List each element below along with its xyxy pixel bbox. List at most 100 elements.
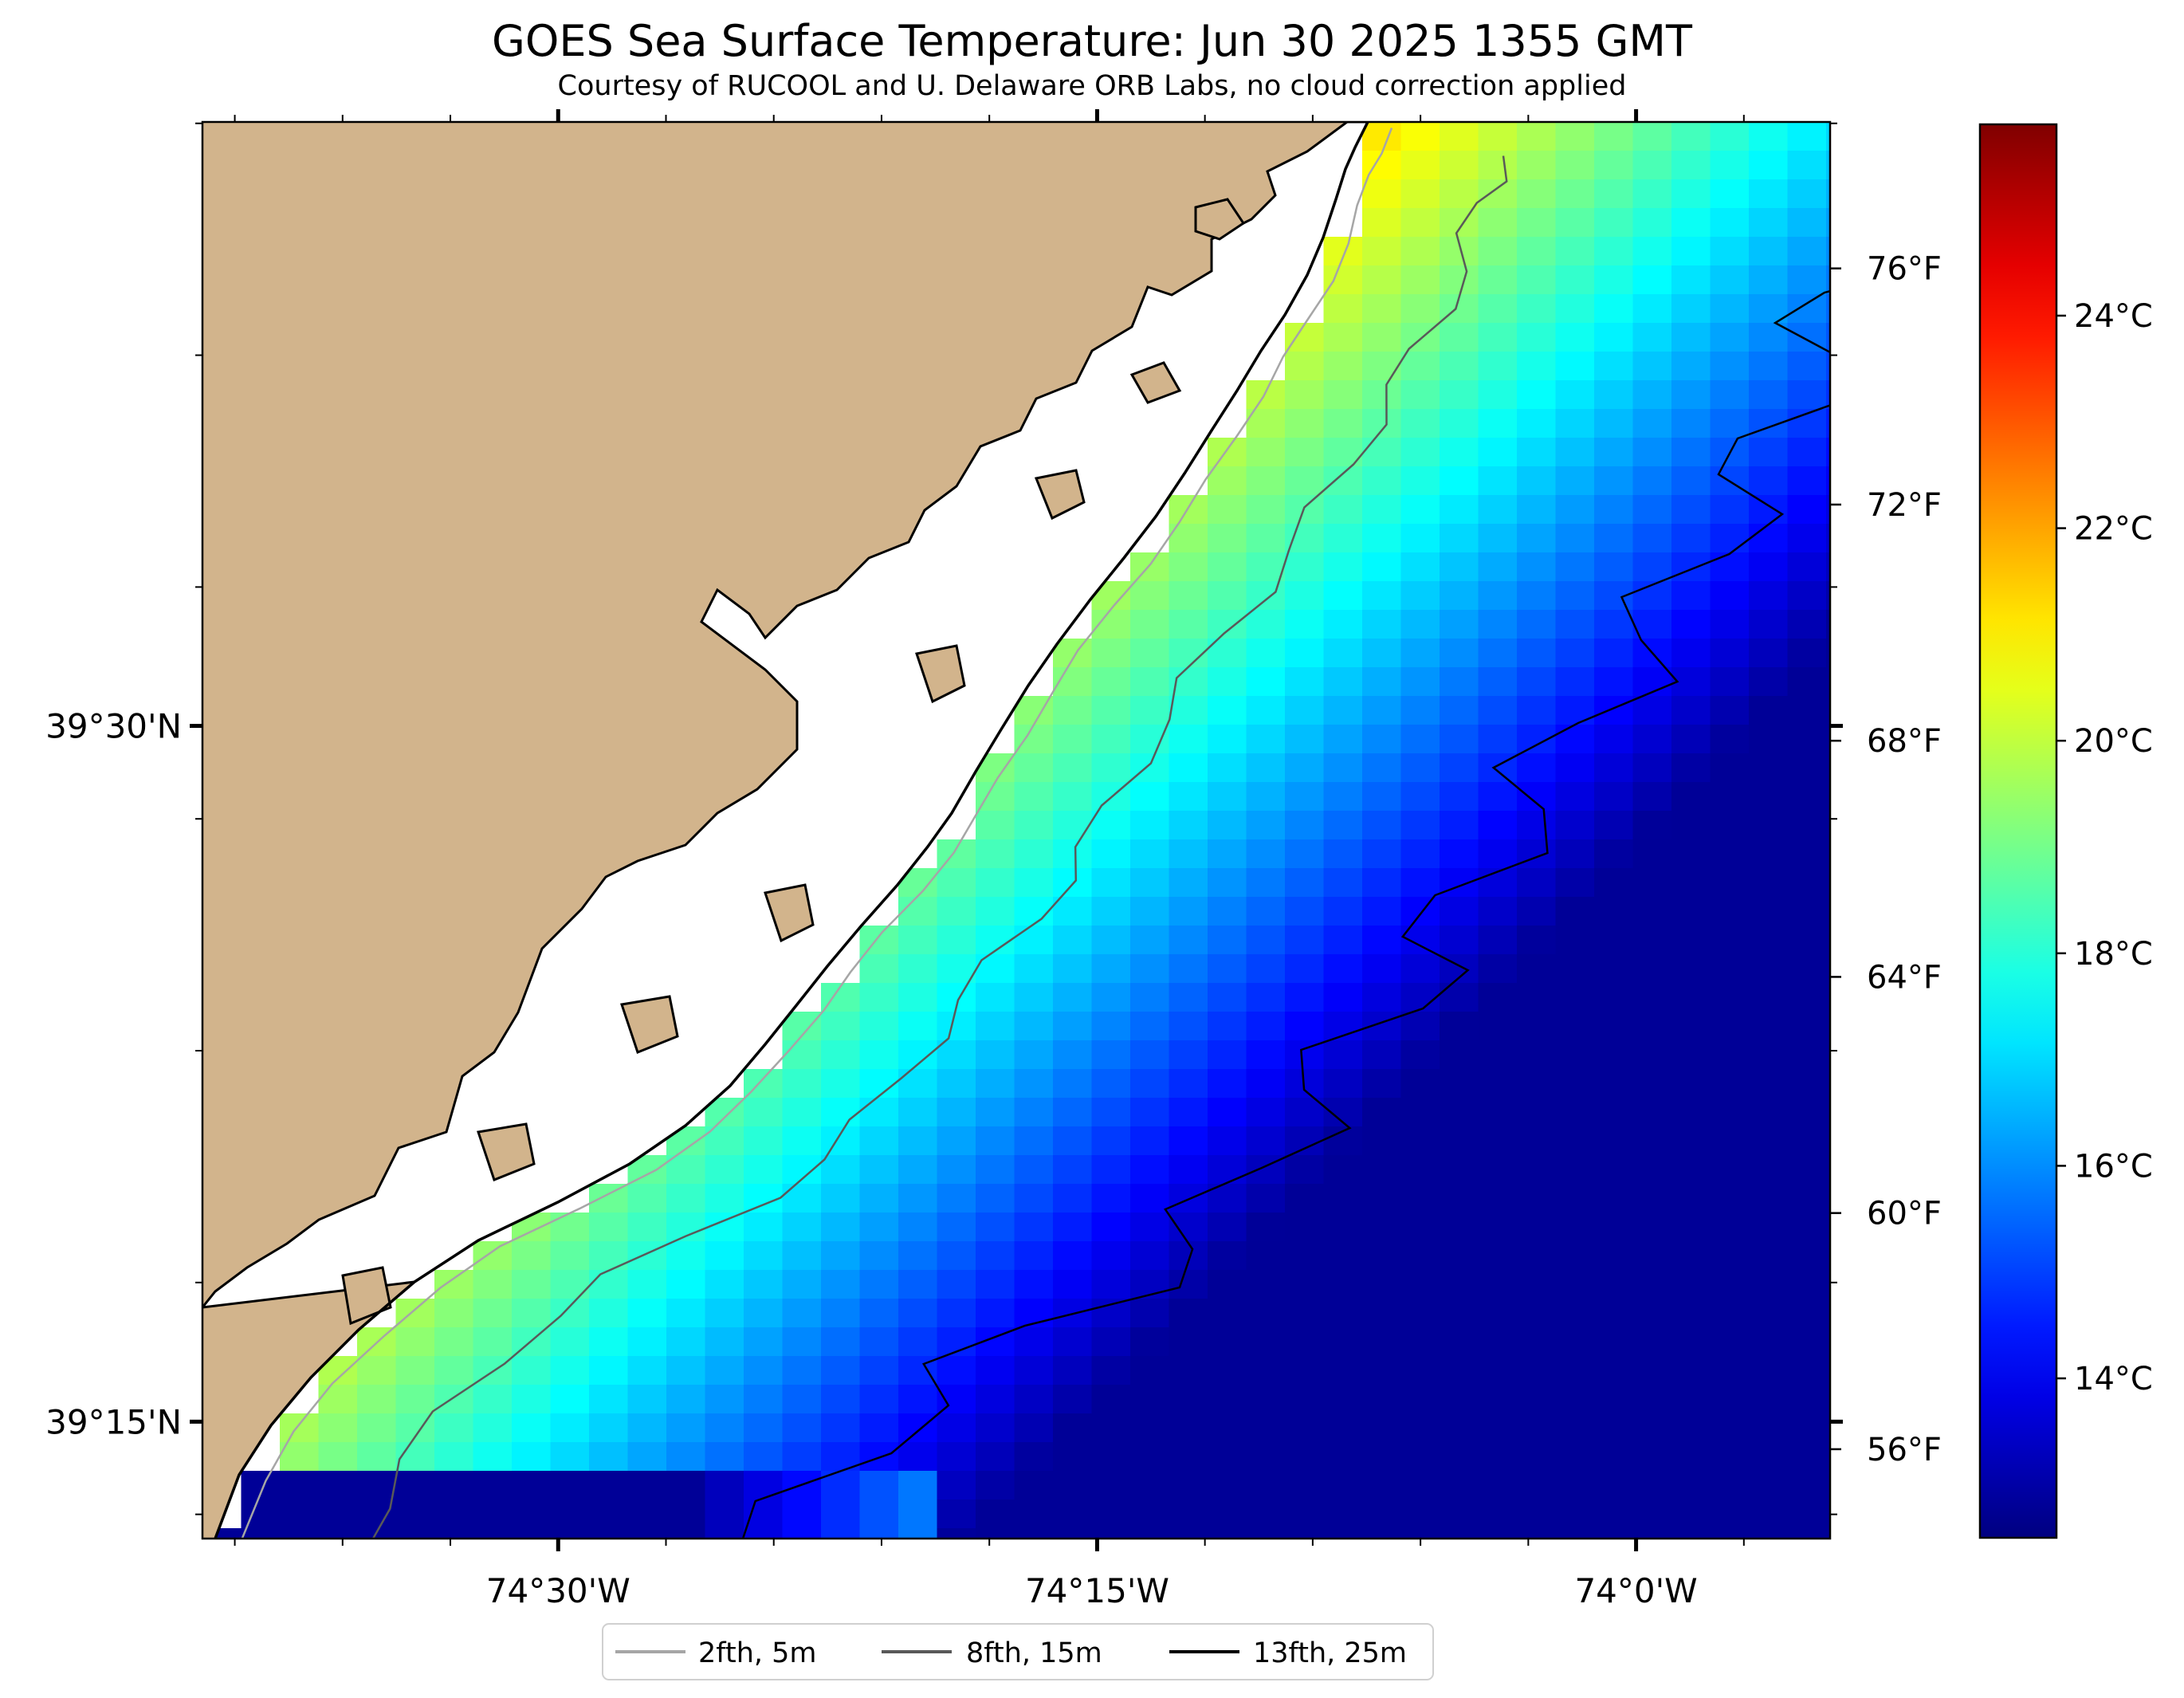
legend-label-13fth: 13fth, 25m [1253, 1637, 1407, 1669]
sst-cell [1400, 1155, 1440, 1185]
sst-cell [1323, 1356, 1363, 1386]
sst-cell [1400, 265, 1440, 295]
sst-cell [1246, 1299, 1286, 1328]
sst-cell [782, 1356, 822, 1386]
sst-cell [1091, 1069, 1131, 1099]
sst-cell [1014, 1012, 1054, 1041]
sst-cell [1787, 983, 1827, 1012]
sst-cell [1671, 1385, 1711, 1414]
sst-cell [1671, 1241, 1711, 1271]
sst-cell [1478, 1471, 1518, 1500]
sst-cell [1478, 1241, 1518, 1271]
sst-cell [1285, 696, 1325, 725]
sst-cell [1130, 782, 1170, 812]
celsius-tick-label: 24°C [2074, 298, 2153, 335]
legend-label-8fth: 8fth, 15m [966, 1637, 1102, 1669]
sst-cell [1362, 179, 1402, 209]
sst-cell [1710, 1528, 1750, 1539]
sst-cell [1169, 1356, 1208, 1386]
sst-cell [666, 1270, 706, 1299]
sst-cell [666, 1155, 706, 1185]
sst-cell [1091, 1270, 1131, 1299]
sst-cell [1671, 1012, 1711, 1041]
sst-cell [1826, 552, 1830, 582]
sst-cell [705, 1241, 744, 1271]
sst-cell [859, 983, 899, 1012]
sst-cell [1440, 265, 1479, 295]
sst-cell [821, 1299, 861, 1328]
sst-cell [1826, 179, 1830, 209]
sst-cell [1246, 1413, 1286, 1443]
sst-cell [1710, 868, 1750, 898]
sst-cell [1053, 1500, 1093, 1529]
sst-cell [550, 1528, 590, 1539]
sst-cell [1440, 839, 1479, 869]
sst-cell [1053, 1327, 1093, 1357]
sst-cell [1594, 954, 1634, 984]
sst-cell [821, 1241, 861, 1271]
sst-cell [744, 1270, 784, 1299]
sst-cell [1362, 265, 1402, 295]
sst-cell [1169, 811, 1208, 840]
sst-cell [1787, 839, 1827, 869]
sst-cell [666, 1299, 706, 1328]
sst-cell [1710, 1327, 1750, 1357]
sst-cell [1787, 1069, 1827, 1099]
sst-cell [1632, 294, 1672, 324]
sst-cell [1362, 1500, 1402, 1529]
sst-cell [1246, 839, 1286, 869]
chart-subtitle: Courtesy of RUCOOL and U. Delaware ORB L… [557, 70, 1627, 102]
sst-cell [976, 1270, 1015, 1299]
lon-tick-label: 74°0'W [1574, 1571, 1697, 1610]
sst-cell [357, 1385, 397, 1414]
sst-cell [1632, 495, 1672, 525]
sst-cell [1787, 782, 1827, 812]
sst-cell [1169, 926, 1208, 955]
sst-cell [1440, 1500, 1479, 1529]
sst-cell [1710, 294, 1750, 324]
sst-cell [1053, 983, 1093, 1012]
sst-cell [1517, 1098, 1557, 1127]
sst-cell [1246, 753, 1286, 783]
sst-cell [859, 1069, 899, 1099]
sst-cell [1478, 466, 1518, 496]
sst-cell [1285, 667, 1325, 697]
sst-cell [1671, 265, 1711, 295]
sst-cell [1169, 1413, 1208, 1443]
sst-cell [1208, 1327, 1247, 1357]
sst-cell [1478, 954, 1518, 984]
sst-cell [1826, 782, 1830, 812]
sst-cell [1130, 1184, 1170, 1213]
sst-cell [1440, 208, 1479, 238]
sst-cell [1632, 1213, 1672, 1242]
sst-cell [1208, 1413, 1247, 1443]
sst-cell [473, 1241, 513, 1271]
sst-cell [1169, 954, 1208, 984]
sst-cell [1749, 466, 1789, 496]
sst-cell [1362, 208, 1402, 238]
sst-cell [627, 1442, 667, 1472]
sst-cell [1478, 1012, 1518, 1041]
sst-cell [1517, 1155, 1557, 1185]
sst-cell [357, 1442, 397, 1472]
sst-cell [1053, 1471, 1093, 1500]
sst-cell [1400, 208, 1440, 238]
sst-cell [1787, 581, 1827, 611]
sst-cell [1478, 409, 1518, 438]
sst-cell [1169, 782, 1208, 812]
sst-cell [1362, 495, 1402, 525]
sst-cell [1130, 1471, 1170, 1500]
sst-cell [1749, 237, 1789, 266]
sst-cell [1671, 581, 1711, 611]
sst-cell [1517, 1012, 1557, 1041]
sst-cell [1285, 1126, 1325, 1156]
sst-cell [1517, 926, 1557, 955]
sst-cell [1594, 1184, 1634, 1213]
sst-cell [1671, 811, 1711, 840]
sst-cell [1517, 954, 1557, 984]
sst-cell [1710, 1241, 1750, 1271]
sst-cell [1323, 581, 1363, 611]
sst-cell [1014, 868, 1054, 898]
sst-cell [1014, 1413, 1054, 1443]
sst-cell [550, 1270, 590, 1299]
